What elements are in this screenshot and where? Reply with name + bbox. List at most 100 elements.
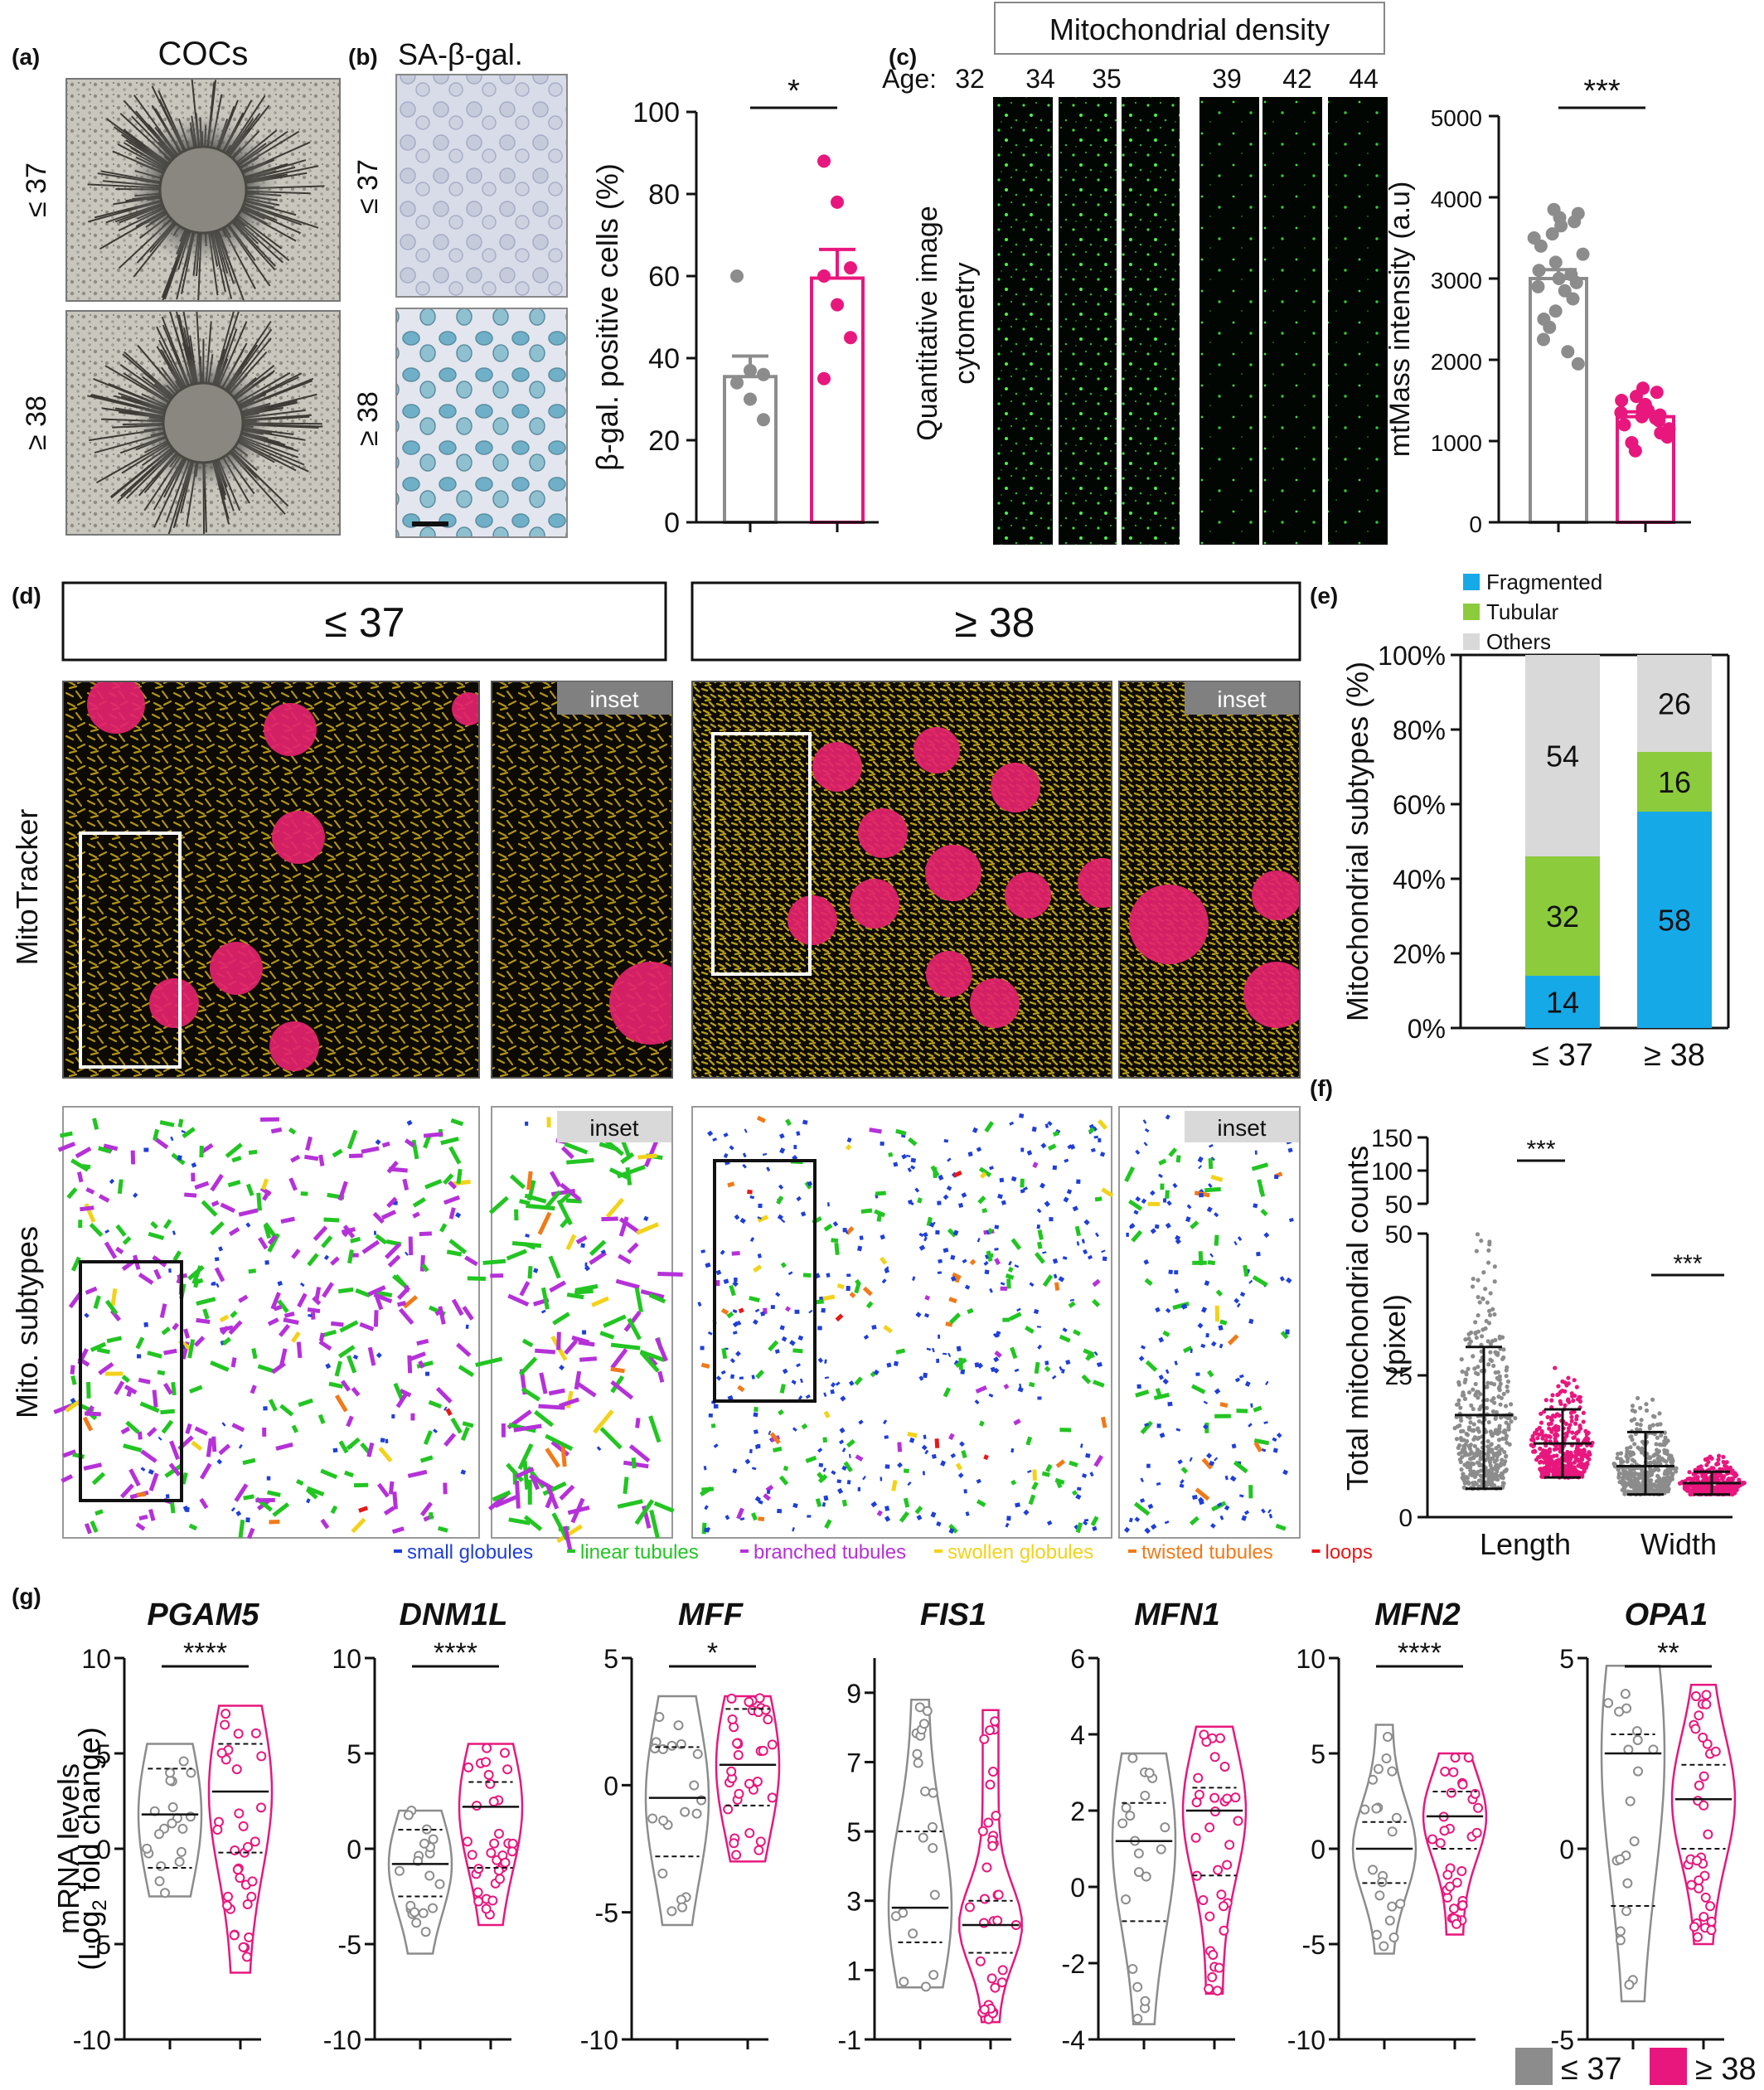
age-value: 34 [1025, 64, 1055, 94]
data-point [755, 1836, 766, 1847]
data-point [928, 1843, 938, 1854]
data-point [1496, 1429, 1501, 1435]
data-point [1574, 1384, 1579, 1389]
stack-others [1637, 655, 1712, 752]
data-point [987, 1840, 998, 1851]
data-point [733, 1749, 744, 1760]
data-point [1204, 1822, 1215, 1833]
data-point [1714, 1462, 1719, 1467]
data-point [1556, 1392, 1561, 1397]
data-point [1222, 1793, 1233, 1804]
mito-segment [412, 1197, 426, 1208]
mito-segment [779, 1325, 785, 1331]
mito-segment [1263, 1421, 1268, 1424]
mito-segment [792, 1427, 797, 1432]
mito-segment [1027, 1470, 1032, 1473]
data-point [1371, 1929, 1382, 1940]
mito-segment [1101, 1187, 1114, 1198]
mito-segment [351, 1517, 366, 1534]
mito-segment [439, 1223, 448, 1233]
data-point [979, 1894, 990, 1904]
data-point [1497, 1334, 1502, 1339]
mito-segment [92, 1118, 99, 1130]
data-point [1492, 1459, 1497, 1464]
data-point [1464, 1431, 1469, 1437]
data-point [730, 269, 744, 283]
mito-segment [454, 1212, 462, 1219]
mito-segment [752, 1319, 758, 1326]
data-point [231, 1764, 242, 1775]
mito-segment [1010, 1176, 1017, 1182]
mito-segment [423, 1132, 443, 1138]
mito-segment [565, 1198, 582, 1204]
mito-segment [1083, 1219, 1090, 1226]
mito-segment [85, 1187, 95, 1195]
data-point [1461, 1428, 1466, 1433]
mito-segment [181, 1130, 186, 1133]
data-point [1535, 1436, 1540, 1441]
data-point [1654, 1461, 1659, 1466]
mito-segment [978, 1166, 992, 1178]
data-point [1222, 1860, 1233, 1870]
mito-segment [138, 1273, 154, 1285]
mito-segment [723, 1278, 729, 1284]
data-point [1494, 1351, 1499, 1356]
mito-segment [821, 1307, 826, 1313]
mito-segment [914, 1187, 920, 1193]
data-point [1476, 1278, 1480, 1283]
mito-segment [1129, 1223, 1136, 1229]
mito-segment [147, 1350, 162, 1359]
data-point [1466, 1481, 1471, 1486]
mito-density-strip-5 [1328, 97, 1388, 545]
mito-segment [1248, 1318, 1254, 1325]
mito-segment [1165, 1114, 1170, 1120]
mito-segment [1133, 1210, 1139, 1215]
y-tick-label: 5000 [1431, 105, 1482, 131]
violin-ge [715, 1695, 781, 1863]
mito-segment [1260, 1208, 1268, 1217]
data-point [1463, 1370, 1469, 1375]
data-point [1568, 215, 1582, 229]
data-point [666, 1906, 677, 1917]
data-point [1491, 1382, 1497, 1387]
data-point [1141, 1871, 1151, 1882]
mito-segment [1165, 1222, 1171, 1229]
data-point [979, 1734, 990, 1744]
mito-segment [574, 1380, 597, 1398]
data-point [757, 367, 770, 381]
mito-segment [1142, 1119, 1147, 1124]
mito-segment [1229, 1475, 1237, 1482]
data-point [767, 1792, 778, 1803]
data-point [1479, 1238, 1484, 1244]
data-point [1554, 219, 1568, 233]
mito-segment [846, 1438, 855, 1448]
y-tick-label: 100 [1371, 1158, 1413, 1186]
data-point [983, 1817, 994, 1828]
mito-segment [1156, 1481, 1161, 1486]
mito-segment [72, 1452, 85, 1459]
data-point [1706, 1916, 1717, 1927]
data-point [912, 1748, 923, 1759]
data-point [1368, 1774, 1379, 1785]
mito-segment [1062, 1327, 1068, 1332]
mito-segment [943, 1194, 949, 1200]
data-point [1495, 1370, 1501, 1375]
mito-segment [322, 1329, 337, 1338]
data-point [1548, 304, 1563, 318]
mito-segment [703, 1466, 707, 1471]
data-point [1571, 1453, 1576, 1458]
mito-density-strip-1 [1059, 97, 1117, 545]
panel-b-title: SA-β-gal. [398, 37, 523, 71]
data-point [1555, 1471, 1560, 1477]
mito-segment [140, 1449, 158, 1463]
mito-segment [231, 1423, 245, 1433]
inset-mitotracker-le [492, 681, 672, 1078]
mito-segment [956, 1346, 962, 1352]
mito-segment [153, 1128, 160, 1141]
mito-segment [1005, 1273, 1015, 1280]
data-point [979, 2004, 990, 2015]
mito-segment [1189, 1457, 1193, 1462]
mito-segment [320, 1518, 330, 1530]
